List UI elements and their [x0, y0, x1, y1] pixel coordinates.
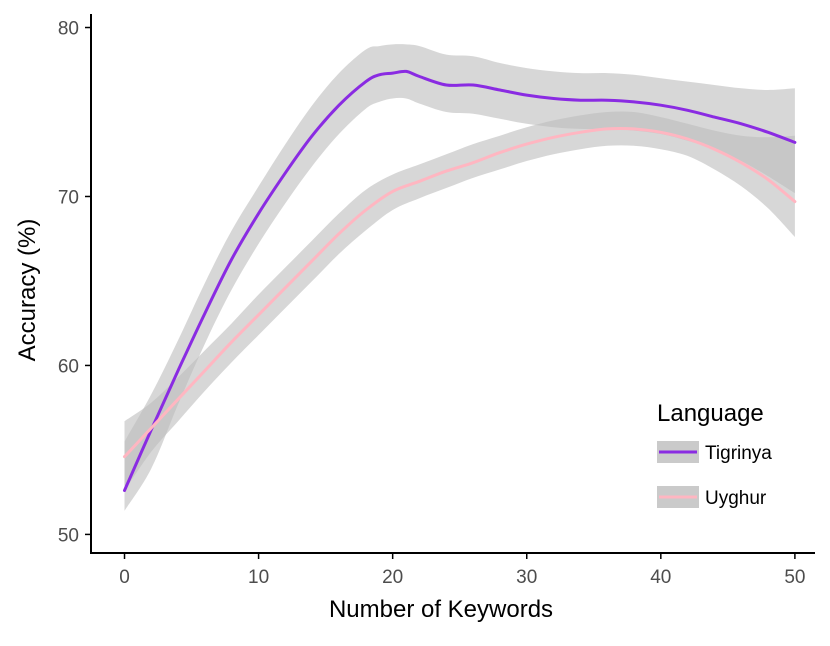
x-axis-ticks: 0 10 20 30 40 50	[119, 553, 805, 588]
x-tick-label: 30	[516, 567, 537, 588]
y-tick-label: 70	[58, 187, 79, 208]
series-lines	[123, 69, 797, 492]
confidence-bands	[124, 44, 795, 511]
legend-title: Language	[657, 400, 764, 427]
legend-items: Tigrinya Uyghur	[657, 441, 772, 509]
legend: Language Tigrinya Uyghur	[657, 400, 772, 509]
x-tick-label: 20	[382, 567, 403, 588]
tigrinya-line	[123, 69, 797, 492]
x-tick-label: 40	[650, 567, 671, 588]
legend-label-uyghur: Uyghur	[705, 488, 767, 509]
x-tick-label: 10	[248, 567, 269, 588]
uyghur-confidence-band	[124, 111, 795, 491]
y-tick-label: 50	[58, 525, 79, 546]
legend-label-tigrinya: Tigrinya	[705, 443, 772, 464]
y-axis-title: Accuracy (%)	[14, 219, 41, 362]
y-tick-label: 60	[58, 356, 79, 377]
y-axis-ticks: 50 60 70 80	[58, 19, 91, 546]
tigrinya-confidence-band	[124, 44, 795, 511]
uyghur-line	[123, 126, 797, 459]
x-tick-label: 50	[784, 567, 805, 588]
y-tick-label: 80	[58, 19, 79, 40]
x-tick-label: 0	[119, 567, 130, 588]
x-axis-title: Number of Keywords	[329, 596, 553, 623]
